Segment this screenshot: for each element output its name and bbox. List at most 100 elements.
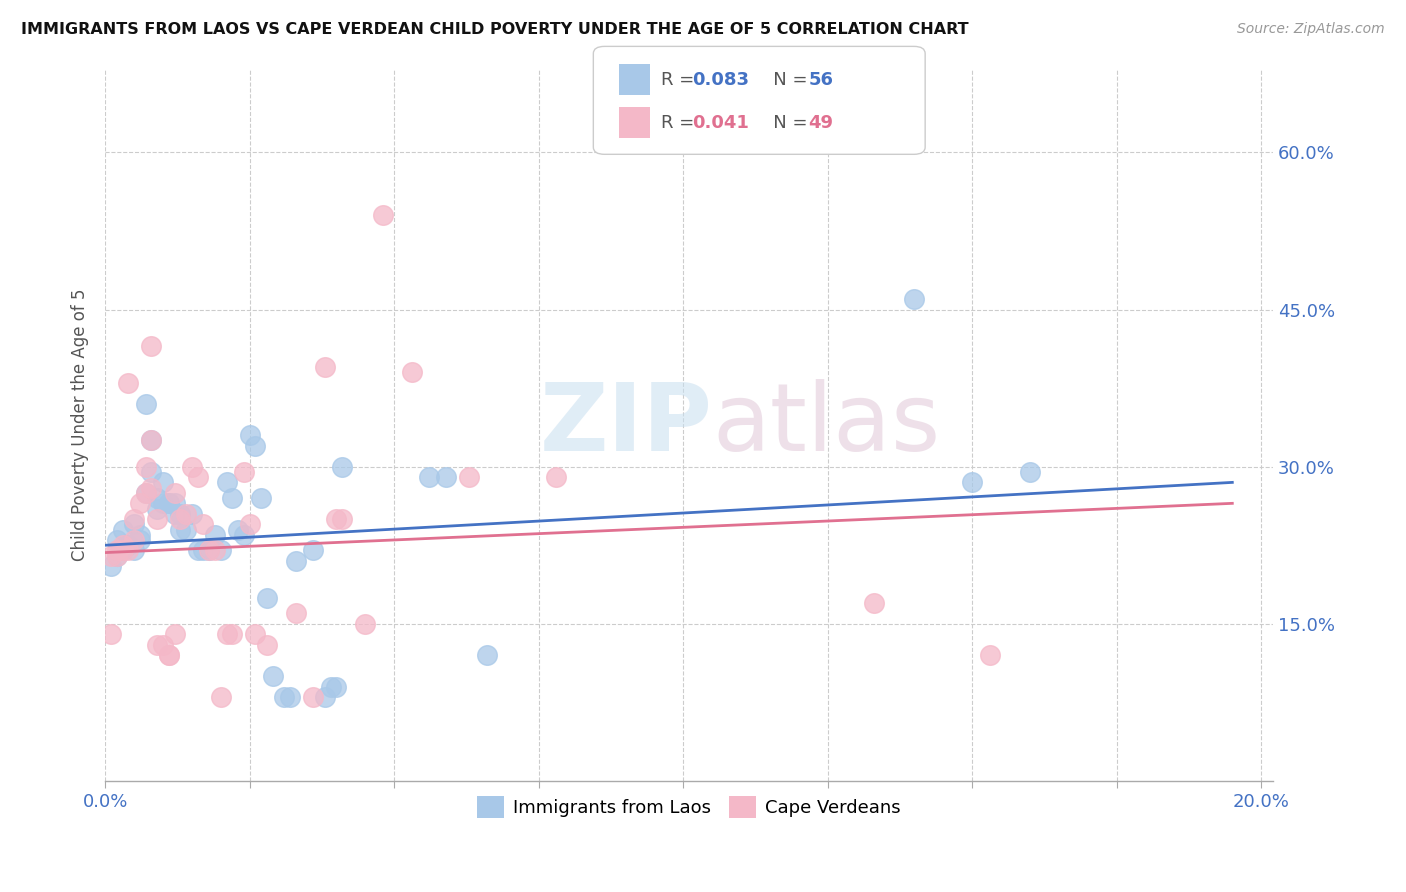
Point — [198, 543, 221, 558]
Point — [232, 465, 254, 479]
Point — [330, 512, 353, 526]
Point — [262, 669, 284, 683]
Point — [180, 459, 202, 474]
Point — [146, 512, 169, 526]
Point — [135, 486, 157, 500]
Point — [152, 638, 174, 652]
Point — [117, 538, 139, 552]
Point — [209, 543, 232, 558]
Point — [111, 538, 134, 552]
Point — [163, 496, 186, 510]
Point — [960, 475, 983, 490]
Point — [434, 470, 457, 484]
Point — [314, 360, 336, 375]
Point — [100, 627, 122, 641]
Point — [174, 507, 197, 521]
Point — [209, 690, 232, 705]
Point — [330, 459, 353, 474]
Y-axis label: Child Poverty Under the Age of 5: Child Poverty Under the Age of 5 — [72, 288, 89, 561]
Point — [221, 627, 243, 641]
Text: 49: 49 — [808, 113, 834, 132]
Point — [302, 690, 325, 705]
Text: 56: 56 — [808, 70, 834, 89]
Point — [157, 648, 180, 663]
Point — [122, 533, 145, 547]
Point — [169, 507, 191, 521]
Point — [135, 459, 157, 474]
Point — [111, 543, 134, 558]
Point — [239, 517, 262, 532]
Point — [135, 397, 157, 411]
Point — [371, 208, 394, 222]
Point — [979, 648, 1001, 663]
Point — [256, 591, 278, 605]
Point — [314, 690, 336, 705]
Point — [273, 690, 295, 705]
Point — [141, 465, 163, 479]
Point — [232, 528, 254, 542]
Text: 0.083: 0.083 — [692, 70, 749, 89]
Point — [284, 607, 307, 621]
Point — [245, 439, 267, 453]
Point — [325, 512, 347, 526]
Text: ZIP: ZIP — [540, 379, 713, 471]
Point — [135, 486, 157, 500]
Point — [163, 507, 186, 521]
Text: 0.041: 0.041 — [692, 113, 748, 132]
Point — [111, 543, 134, 558]
Point — [245, 627, 267, 641]
Point — [458, 470, 481, 484]
Point — [903, 292, 925, 306]
Point — [325, 680, 347, 694]
Point — [256, 638, 278, 652]
Point — [204, 528, 226, 542]
Point — [105, 549, 128, 563]
Point — [198, 543, 221, 558]
Point — [141, 481, 163, 495]
Text: IMMIGRANTS FROM LAOS VS CAPE VERDEAN CHILD POVERTY UNDER THE AGE OF 5 CORRELATIO: IMMIGRANTS FROM LAOS VS CAPE VERDEAN CHI… — [21, 22, 969, 37]
Text: Source: ZipAtlas.com: Source: ZipAtlas.com — [1237, 22, 1385, 37]
Point — [152, 475, 174, 490]
Point — [174, 523, 197, 537]
Point — [100, 549, 122, 563]
Point — [105, 543, 128, 558]
Point — [187, 470, 209, 484]
Point — [215, 475, 238, 490]
Point — [193, 517, 215, 532]
Point — [169, 523, 191, 537]
Point — [122, 512, 145, 526]
Point — [146, 501, 169, 516]
Point — [128, 496, 150, 510]
Point — [105, 533, 128, 547]
Point — [117, 376, 139, 390]
Point — [284, 554, 307, 568]
Point — [117, 543, 139, 558]
Point — [157, 496, 180, 510]
Point — [128, 533, 150, 547]
Point — [146, 491, 169, 505]
Point — [146, 638, 169, 652]
Point — [152, 496, 174, 510]
Point — [141, 434, 163, 448]
Point — [157, 648, 180, 663]
Point — [100, 559, 122, 574]
Point — [128, 528, 150, 542]
Text: atlas: atlas — [713, 379, 941, 471]
Point — [1019, 465, 1042, 479]
Text: N =: N = — [756, 70, 814, 89]
Point — [187, 543, 209, 558]
Point — [163, 627, 186, 641]
Point — [215, 627, 238, 641]
Point — [319, 680, 342, 694]
Point — [204, 543, 226, 558]
Legend: Immigrants from Laos, Cape Verdeans: Immigrants from Laos, Cape Verdeans — [470, 789, 908, 825]
Point — [278, 690, 301, 705]
Point — [157, 496, 180, 510]
Point — [169, 512, 191, 526]
Text: R =: R = — [661, 113, 700, 132]
Point — [302, 543, 325, 558]
Point — [354, 616, 377, 631]
Point — [141, 339, 163, 353]
Point — [221, 491, 243, 505]
Point — [239, 428, 262, 442]
